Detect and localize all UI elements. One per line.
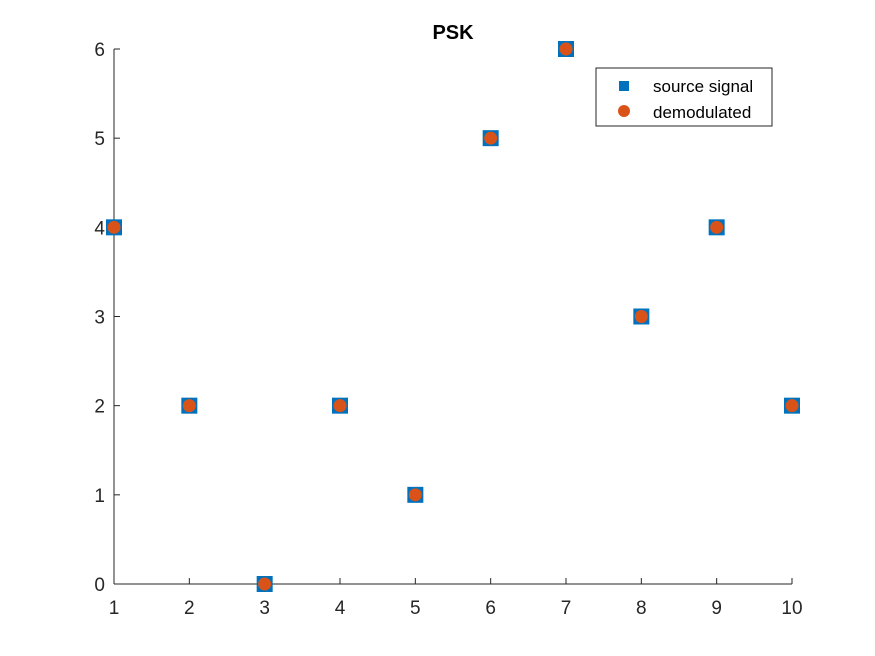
x-tick-label: 5 xyxy=(410,598,421,619)
point-demodulated xyxy=(408,488,422,502)
point-demodulated xyxy=(484,131,498,145)
point-demodulated xyxy=(107,220,121,234)
y-tick-label: 1 xyxy=(94,486,105,507)
point-demodulated xyxy=(182,399,196,413)
data-marks xyxy=(106,41,800,592)
point-demodulated xyxy=(710,220,724,234)
point-demodulated xyxy=(785,399,799,413)
x-tick-label: 8 xyxy=(636,598,647,619)
y-tick-label: 5 xyxy=(94,129,105,150)
point-demodulated xyxy=(333,399,347,413)
chart-title: PSK xyxy=(432,22,474,44)
x-tick-label: 6 xyxy=(485,598,496,619)
x-tick-label: 10 xyxy=(781,598,802,619)
x-tick-label: 9 xyxy=(711,598,722,619)
x-tick-label: 1 xyxy=(109,598,120,619)
point-demodulated xyxy=(634,310,648,323)
legend-label-source-signal: source signal xyxy=(653,77,753,96)
x-tick-label: 3 xyxy=(259,598,270,619)
y-tick-label: 6 xyxy=(94,40,105,61)
y-tick-label: 0 xyxy=(94,575,105,596)
legend-marker-demodulated xyxy=(618,105,630,117)
x-tick-label: 7 xyxy=(561,598,572,619)
point-demodulated xyxy=(258,577,272,591)
x-tick-label: 2 xyxy=(184,598,195,619)
y-tick-label: 3 xyxy=(94,308,105,329)
point-demodulated xyxy=(559,42,573,56)
legend-label-demodulated: demodulated xyxy=(653,103,751,122)
legend-marker-source-signal xyxy=(619,81,629,91)
x-tick-label: 4 xyxy=(335,598,346,619)
y-tick-label: 4 xyxy=(94,218,105,239)
y-tick-label: 2 xyxy=(94,397,105,418)
legend: source signal demodulated xyxy=(595,67,773,127)
